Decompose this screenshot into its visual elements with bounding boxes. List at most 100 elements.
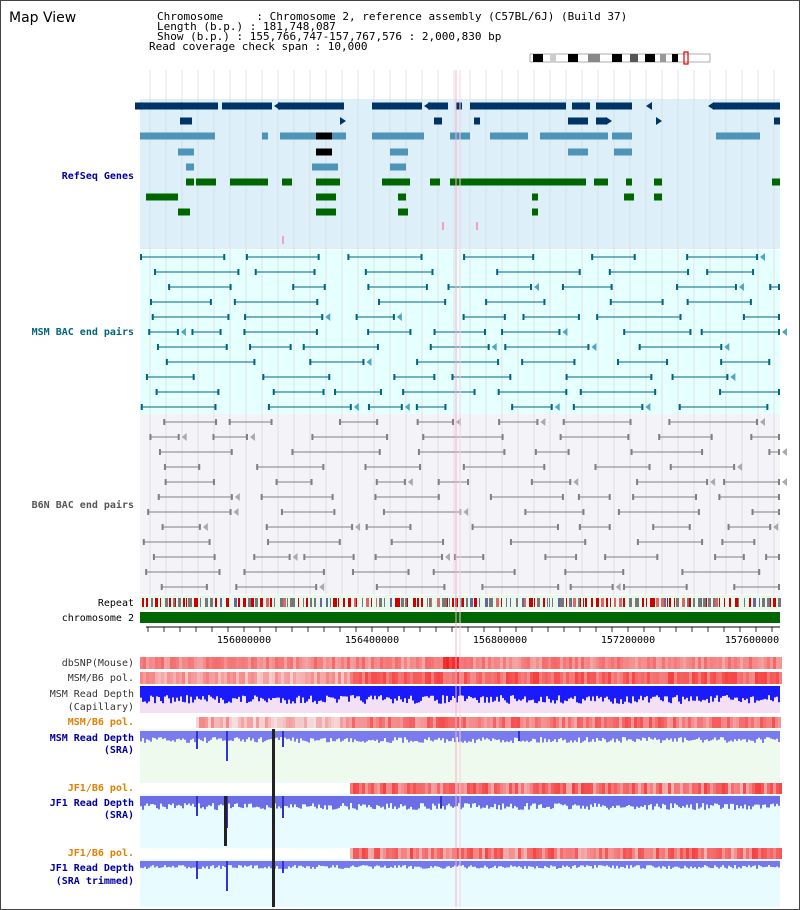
depth-bar — [514, 731, 516, 738]
bac-end — [149, 434, 152, 440]
gene-feature — [490, 132, 528, 140]
gene-strand-arrow — [656, 117, 662, 125]
depth-bar — [708, 796, 710, 809]
depth-bar — [684, 731, 686, 738]
depth-bar — [626, 861, 628, 866]
heatmap-cell — [323, 672, 326, 684]
heatmap-cell — [632, 783, 635, 794]
depth-bar — [150, 861, 152, 867]
bac-end — [641, 404, 644, 410]
depth-bar — [464, 861, 466, 868]
heatmap-cell — [602, 672, 605, 684]
depth-bar — [390, 731, 392, 743]
msm-bac-track[interactable] — [140, 253, 787, 411]
depth-black-bar — [272, 729, 275, 907]
heatmap-cell — [632, 657, 635, 669]
heatmap-cell — [377, 672, 380, 684]
depth-bar — [702, 861, 704, 868]
depth-bar — [564, 861, 566, 867]
refseq-genes-label[interactable]: RefSeq Genes — [62, 171, 134, 182]
heatmap-cell — [524, 657, 527, 669]
depth-bar — [256, 686, 258, 697]
depth-bar — [640, 796, 642, 807]
heatmap-cell — [587, 657, 590, 669]
bac-end-arrow — [730, 373, 736, 381]
tick-label-2: 156400000 — [345, 635, 399, 646]
repeat-element — [522, 598, 525, 607]
msm-bac-label[interactable]: MSM BAC end pairs — [32, 326, 134, 338]
depth-bar — [752, 731, 754, 741]
heatmap-cell — [689, 672, 692, 684]
repeat-element — [687, 598, 689, 607]
heatmap-cell — [548, 783, 551, 794]
depth-bar — [494, 796, 496, 804]
depth-bar — [176, 861, 178, 868]
depth-bar — [722, 686, 724, 697]
bac-end — [154, 269, 157, 275]
heatmap-cell — [436, 717, 439, 728]
heatmap-cell — [233, 657, 236, 669]
depth-bar — [368, 861, 370, 867]
depth-bar — [302, 731, 304, 741]
b6n-bac-label[interactable]: B6N BAC end pairs — [32, 499, 134, 511]
bac-end — [347, 254, 350, 260]
depth-bar — [642, 861, 644, 869]
depth-bar — [604, 686, 606, 698]
heatmap-cell — [617, 672, 620, 684]
heatmap-cell — [461, 848, 464, 859]
depth-bar — [204, 731, 206, 738]
heatmap-cell — [449, 672, 452, 684]
heatmap-cell — [677, 848, 680, 859]
depth-bar — [672, 796, 674, 808]
heatmap-cell — [683, 848, 686, 859]
depth-bar — [534, 796, 536, 804]
depth-bar — [674, 731, 676, 739]
heatmap-cell — [422, 848, 425, 859]
depth-bar — [612, 731, 614, 739]
depth-bar — [152, 731, 154, 738]
depth-bar — [212, 731, 214, 738]
depth-bar — [288, 796, 290, 808]
heatmap-cell — [494, 783, 497, 794]
depth-bar — [726, 731, 728, 743]
depth-bar — [690, 861, 692, 867]
depth-bar — [218, 731, 220, 739]
depth-bar — [646, 731, 648, 741]
heatmap-cell — [680, 657, 683, 669]
repeat-element — [703, 598, 706, 607]
bac-end — [503, 314, 506, 320]
heatmap-cell — [425, 657, 428, 669]
bac-end — [661, 299, 664, 305]
b6n-bac-track[interactable] — [142, 418, 787, 591]
heatmap-cell — [485, 783, 488, 794]
heatmap-cell — [461, 783, 464, 794]
depth-bar — [566, 731, 568, 743]
heatmap-cell — [724, 717, 727, 728]
depth-bar — [180, 796, 182, 806]
depth-bar — [312, 686, 314, 703]
heatmap-cell — [670, 717, 673, 728]
depth-bar — [590, 731, 592, 742]
depth-bar — [462, 861, 464, 866]
depth-bar — [354, 796, 356, 809]
depth-bar — [244, 686, 246, 697]
heatmap-cell — [335, 657, 338, 669]
depth-bar — [366, 796, 368, 808]
depth-bar — [404, 796, 406, 806]
heatmap-cell — [271, 717, 274, 728]
repeat-element — [466, 598, 468, 607]
depth-bar — [266, 796, 268, 806]
repeat-element — [638, 598, 639, 607]
depth-bar — [284, 861, 286, 869]
heatmap-cell — [611, 783, 614, 794]
heatmap-cell — [539, 672, 542, 684]
depth-bar — [362, 861, 364, 866]
depth-bar — [470, 686, 472, 698]
depth-bar — [480, 686, 482, 698]
heatmap-cell — [446, 783, 449, 794]
depth-bar — [326, 796, 328, 810]
heatmap-cell — [655, 717, 658, 728]
depth-bar — [772, 686, 774, 702]
depth-bar — [588, 686, 590, 697]
